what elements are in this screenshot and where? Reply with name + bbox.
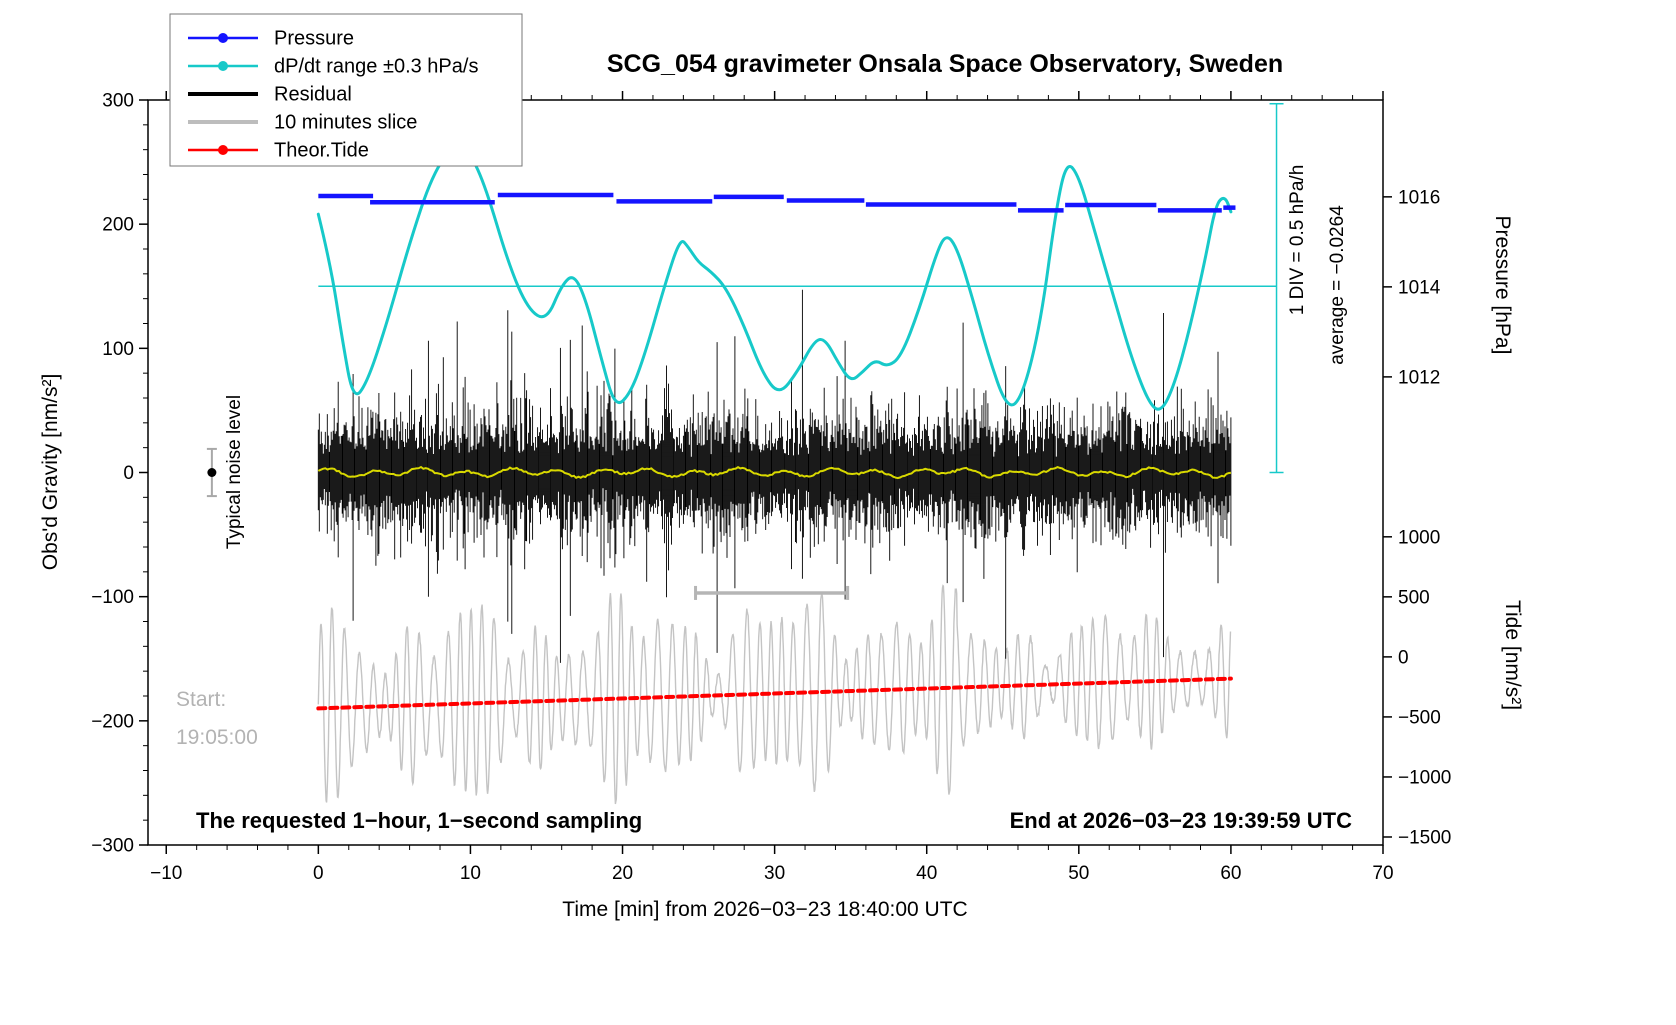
footer-left: The requested 1−hour, 1−second sampling [196,808,642,833]
tide-tick-label: −500 [1398,707,1441,728]
pressure-tick-label: 1016 [1398,187,1440,208]
slice-waveform [317,584,1232,805]
legend-box [169,13,523,167]
tide-tick-label: −1000 [1398,767,1451,788]
y-tick-label: 200 [102,215,134,236]
tide-tick-label: 0 [1398,647,1409,668]
smoothed-residual-line [317,465,1232,480]
x-tick-label: −10 [150,863,182,884]
y-tick-label: 300 [102,91,134,112]
start-time: 19:05:00 [176,726,258,749]
average-annotation: average = −0.0264 [1327,205,1348,365]
legend-sample-dot [218,145,228,155]
series-layer [316,102,1284,805]
footer-right: End at 2026−03−23 19:39:59 UTC [1010,808,1353,833]
x-tick-label: 60 [1220,863,1241,884]
y-tick-label: 100 [102,339,134,360]
legend-item-label: Residual [274,84,352,106]
residual-noise [317,289,1232,663]
legend-item-label: Pressure [274,28,354,50]
tide-tick-label: 1000 [1398,527,1440,548]
pressure-tick-label: 1012 [1398,367,1440,388]
marker-layer [206,447,217,498]
div-scale-annotation: 1 DIV = 0.5 hPa/h [1287,165,1308,316]
legend-item-label: 10 minutes slice [274,112,417,134]
legend-item-label: Theor.Tide [274,140,369,162]
chart-title: SCG_054 gravimeter Onsala Space Observat… [607,50,1283,78]
tide-axis-label: Tide [nm/s²] [1501,600,1524,710]
start-label: Start: [176,688,226,711]
theor-tide-line [316,676,1233,711]
noise-marker-dot [207,468,217,477]
legend-sample-dot [218,33,228,43]
y-tick-label: −100 [91,587,134,608]
y-axis-label: Obs'd Gravity [nm/s²] [39,374,62,571]
axis-ticks: −10 0 10 20 30 40 50 60 70−300−200−1000100200300… [91,91,1451,885]
pressure-axis-label: Pressure [hPa] [1491,216,1514,355]
dpdt-curve [316,144,1233,411]
x-tick-label: 0 [313,863,324,884]
tide-tick-label: 500 [1398,587,1430,608]
x-tick-label: 10 [460,863,481,884]
noise-level-annotation: Typical noise level [224,395,245,549]
legend-item-label: dP/dt range ±0.3 hPa/s [274,56,478,78]
tide-tick-label: −1500 [1398,827,1451,848]
legend: Pressure dP/dt range ±0.3 hPa/s Residual 10… [169,13,523,167]
x-tick-label: 70 [1372,863,1393,884]
x-tick-label: 50 [1068,863,1089,884]
pressure-tick-label: 1014 [1398,277,1441,298]
y-tick-label: −300 [91,836,134,857]
y-tick-label: 0 [123,463,134,484]
y-tick-label: −200 [91,711,134,732]
x-tick-label: 40 [916,863,937,884]
x-tick-label: 20 [612,863,633,884]
legend-sample-dot [218,61,228,71]
x-axis-label: Time [min] from 2026−03−23 18:40:00 UTC [562,898,967,921]
x-tick-label: 30 [764,863,785,884]
